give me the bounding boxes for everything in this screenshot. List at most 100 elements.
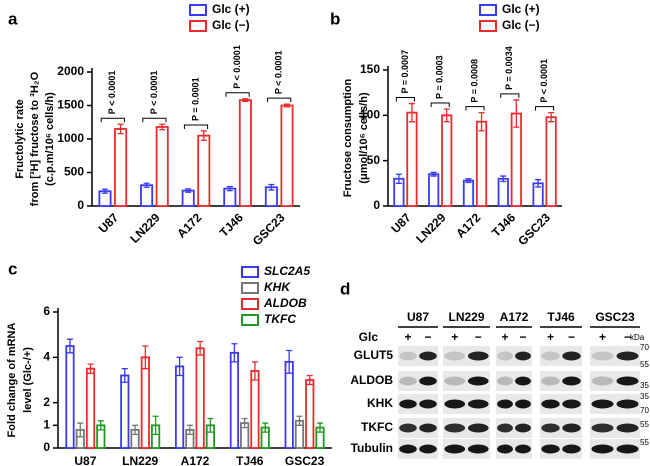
band xyxy=(399,423,417,433)
bar xyxy=(174,365,185,449)
treatment: − xyxy=(624,330,631,344)
legend-swatch xyxy=(189,20,207,32)
x-tick-label: TJ46 xyxy=(236,454,264,466)
band xyxy=(399,376,417,386)
legend-swatch xyxy=(479,4,497,16)
x-tick-label: TJ46 xyxy=(489,210,518,239)
y-tick-label: 1 xyxy=(43,418,50,432)
band xyxy=(419,399,437,409)
blot-bg xyxy=(540,439,582,459)
band xyxy=(562,399,581,409)
blot-bg xyxy=(590,346,640,366)
y-tick-label: 500 xyxy=(64,165,84,179)
y-tick-label: 50 xyxy=(367,153,381,167)
bar xyxy=(428,173,440,207)
error-bar xyxy=(143,182,150,188)
error-bar xyxy=(284,103,290,108)
bar xyxy=(545,116,557,207)
bar xyxy=(284,360,294,449)
band xyxy=(515,351,531,361)
legend-label: Glc (−) xyxy=(502,18,540,32)
x-tick-label: U87 xyxy=(388,210,414,236)
x-tick-label: LN229 xyxy=(413,210,449,246)
marker: 35 xyxy=(640,392,649,401)
bar xyxy=(229,351,239,449)
error-bar xyxy=(186,424,193,436)
treatment: + xyxy=(501,330,508,344)
bracket xyxy=(267,97,292,103)
error-bar xyxy=(117,123,124,135)
error-bar xyxy=(97,420,104,431)
blot-bg xyxy=(540,346,582,366)
bar xyxy=(406,111,418,207)
bracket xyxy=(183,124,209,129)
y-axis-label: Fructolytic rate xyxy=(14,99,26,178)
blot-bg xyxy=(443,371,490,391)
error-bar xyxy=(443,108,450,123)
treatment: + xyxy=(404,330,411,344)
y-tick-label: 1000 xyxy=(57,131,84,145)
band xyxy=(515,423,531,433)
band xyxy=(616,399,639,409)
blot-bg xyxy=(443,394,490,414)
x-tick-label: LN229 xyxy=(122,454,158,466)
legend-label: TKFC xyxy=(264,312,296,326)
treatment: − xyxy=(568,330,575,344)
legend-label: ALDOB xyxy=(263,296,307,310)
legend-label: Glc (+) xyxy=(502,2,540,16)
band xyxy=(562,351,581,361)
x-tick-label: GSC23 xyxy=(250,210,288,248)
band xyxy=(419,444,437,454)
legend-label: SLC2A5 xyxy=(264,264,310,278)
y-tick-label: 2 xyxy=(43,395,50,409)
blot-bg xyxy=(590,394,640,414)
x-tick-label: GSC23 xyxy=(515,210,553,248)
bar xyxy=(197,134,211,207)
blot-bg xyxy=(590,371,640,391)
bracket xyxy=(225,92,250,97)
legend-label: Glc (+) xyxy=(212,2,250,16)
band xyxy=(467,399,489,409)
bar xyxy=(155,126,169,207)
error-bar xyxy=(142,345,149,370)
bar xyxy=(475,120,488,207)
p-value: P = 0.0008 xyxy=(469,59,479,103)
bar xyxy=(114,128,128,207)
marker-unit: kDa xyxy=(630,333,645,342)
error-bar xyxy=(185,188,192,193)
error-bar xyxy=(242,98,249,103)
error-bar xyxy=(430,171,437,177)
treatment: + xyxy=(599,330,606,344)
error-bar xyxy=(548,111,555,123)
band xyxy=(541,399,560,409)
panel-label: c xyxy=(8,259,17,278)
blot-bg xyxy=(398,394,438,414)
error-bar xyxy=(207,417,214,433)
blot-bg xyxy=(443,418,490,438)
band xyxy=(616,376,639,386)
band xyxy=(497,444,513,454)
bar xyxy=(250,370,260,449)
band xyxy=(467,376,489,386)
x-tick-label: TJ46 xyxy=(217,210,246,239)
row-label: Tubulin xyxy=(351,441,393,455)
y-tick-label: 6 xyxy=(43,304,50,318)
legend-swatch xyxy=(241,298,259,310)
y-axis-label: (c.p.m/10⁶ cells/h) xyxy=(44,92,56,186)
error-bar xyxy=(262,422,269,433)
band xyxy=(591,399,614,409)
band xyxy=(399,399,417,409)
blot-bg xyxy=(590,418,640,438)
error-bar xyxy=(132,424,139,436)
panel-label: a xyxy=(8,9,18,28)
error-bar xyxy=(231,343,238,363)
band xyxy=(591,444,614,454)
treatment: + xyxy=(547,330,554,344)
blot-group: TJ46 xyxy=(547,310,575,324)
error-bar xyxy=(286,349,293,374)
bracket xyxy=(500,93,520,98)
band xyxy=(541,376,560,386)
bar xyxy=(85,367,96,449)
band xyxy=(497,376,513,386)
